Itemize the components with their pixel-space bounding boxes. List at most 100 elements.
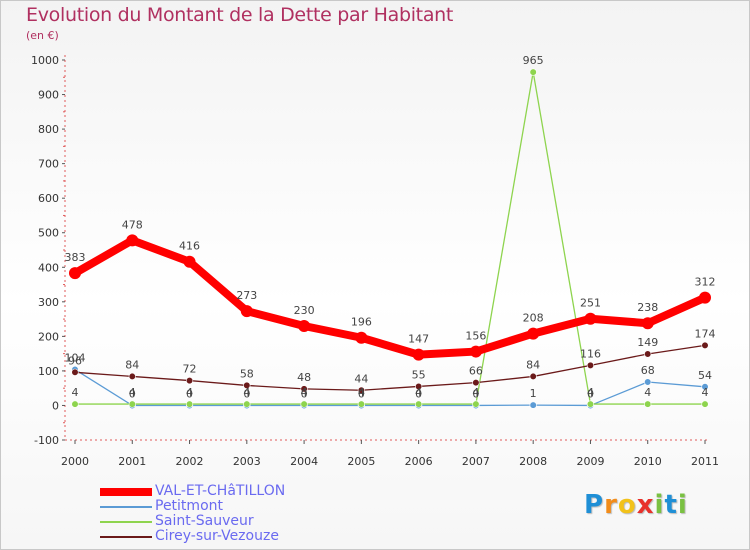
data-point [644,378,652,386]
data-label: 0 [129,387,136,400]
data-label: 0 [472,387,479,400]
y-tick-label: 100 [38,365,59,378]
data-point [529,372,537,381]
legend-swatch-petitmont [100,506,152,508]
x-tick-label: 2009 [576,455,604,468]
y-tick-label: -100 [34,434,59,447]
data-point [469,345,482,358]
data-point [298,320,311,332]
y-tick-label: 0 [52,399,59,412]
data-point [586,400,595,408]
series-line [71,236,709,359]
data-point [472,400,480,408]
data-point [412,348,425,361]
data-point [644,350,652,358]
data-point [243,400,251,408]
y-tick-label: 900 [38,89,59,102]
legend-label: Cirey-sur-Vezouze [155,528,279,544]
data-point [701,341,709,349]
logo-letter: t [664,490,678,520]
data-label: 84 [526,358,540,371]
data-point [357,386,365,394]
data-point [584,312,597,325]
legend-swatch-saint-sauveur [100,521,152,523]
y-tick-label: 200 [38,330,59,343]
data-label: 48 [297,371,311,384]
data-point [71,400,79,408]
data-label: 4 [358,386,365,399]
x-tick-label: 2005 [347,455,375,468]
data-label: 4 [644,386,651,399]
data-label: 147 [408,333,429,346]
data-label: 965 [523,54,544,67]
data-label: 72 [183,363,197,376]
data-label: 383 [65,251,86,264]
x-tick-label: 2007 [462,455,490,468]
logo-letter: i [654,490,665,520]
data-label: 149 [637,336,658,349]
data-point [527,327,540,340]
x-tick-label: 2000 [61,455,89,468]
x-tick-label: 2003 [233,455,261,468]
data-point [415,382,423,391]
data-point [185,400,194,408]
chart-title: Evolution du Montant de la Dette par Hab… [26,4,454,26]
data-label: 55 [412,368,426,381]
logo-letter: i [677,490,688,520]
data-label: 4 [301,386,308,399]
y-tick-label: 700 [38,158,59,171]
data-point [586,361,595,369]
data-point [185,376,194,385]
legend-label: Saint-Sauveur [155,513,254,529]
x-tick-label: 2011 [691,455,719,468]
series-line [74,368,706,407]
legend-label: VAL-ET-CHâTILLON [155,483,286,499]
data-label: 174 [695,327,716,340]
data-label: 4 [129,386,136,399]
data-label: 416 [179,240,200,253]
data-point [300,385,308,393]
data-label: 208 [523,312,544,325]
data-label: 0 [358,387,365,400]
series-line [74,71,706,405]
data-point [701,400,709,408]
data-label: 4 [186,386,193,399]
logo-letter: x [636,490,655,520]
data-label: 4 [472,386,479,399]
x-tick-label: 2004 [290,455,318,468]
data-label: 4 [702,386,709,399]
data-point [240,305,253,318]
data-point [472,379,480,387]
series-line [74,344,706,391]
y-tick-label: 600 [38,192,59,205]
data-point [183,255,196,268]
data-label: 4 [587,386,594,399]
data-label: 104 [65,352,86,365]
data-label: 0 [587,387,594,400]
data-point [71,368,79,376]
data-point [128,400,136,408]
data-label: 54 [698,369,712,382]
data-label: 1 [530,387,537,400]
data-label: 4 [72,386,79,399]
data-point [644,400,652,408]
data-label: 96 [68,354,82,367]
data-point [128,372,136,381]
logo-letter: P [584,490,605,520]
data-label: 0 [415,387,422,400]
chart-subtitle: (en €) [26,29,59,42]
data-label: 0 [186,387,193,400]
data-point [300,400,308,408]
data-label: 312 [695,276,716,289]
logo-letter: o [617,490,637,520]
x-tick-label: 2001 [118,455,146,468]
data-point [355,331,368,344]
data-label: 478 [122,218,143,231]
y-tick-label: 300 [38,296,59,309]
legend-swatch-val-et-chatillon [100,488,152,496]
data-label: 0 [243,387,250,400]
data-point [699,291,711,304]
x-tick-label: 2002 [176,455,204,468]
